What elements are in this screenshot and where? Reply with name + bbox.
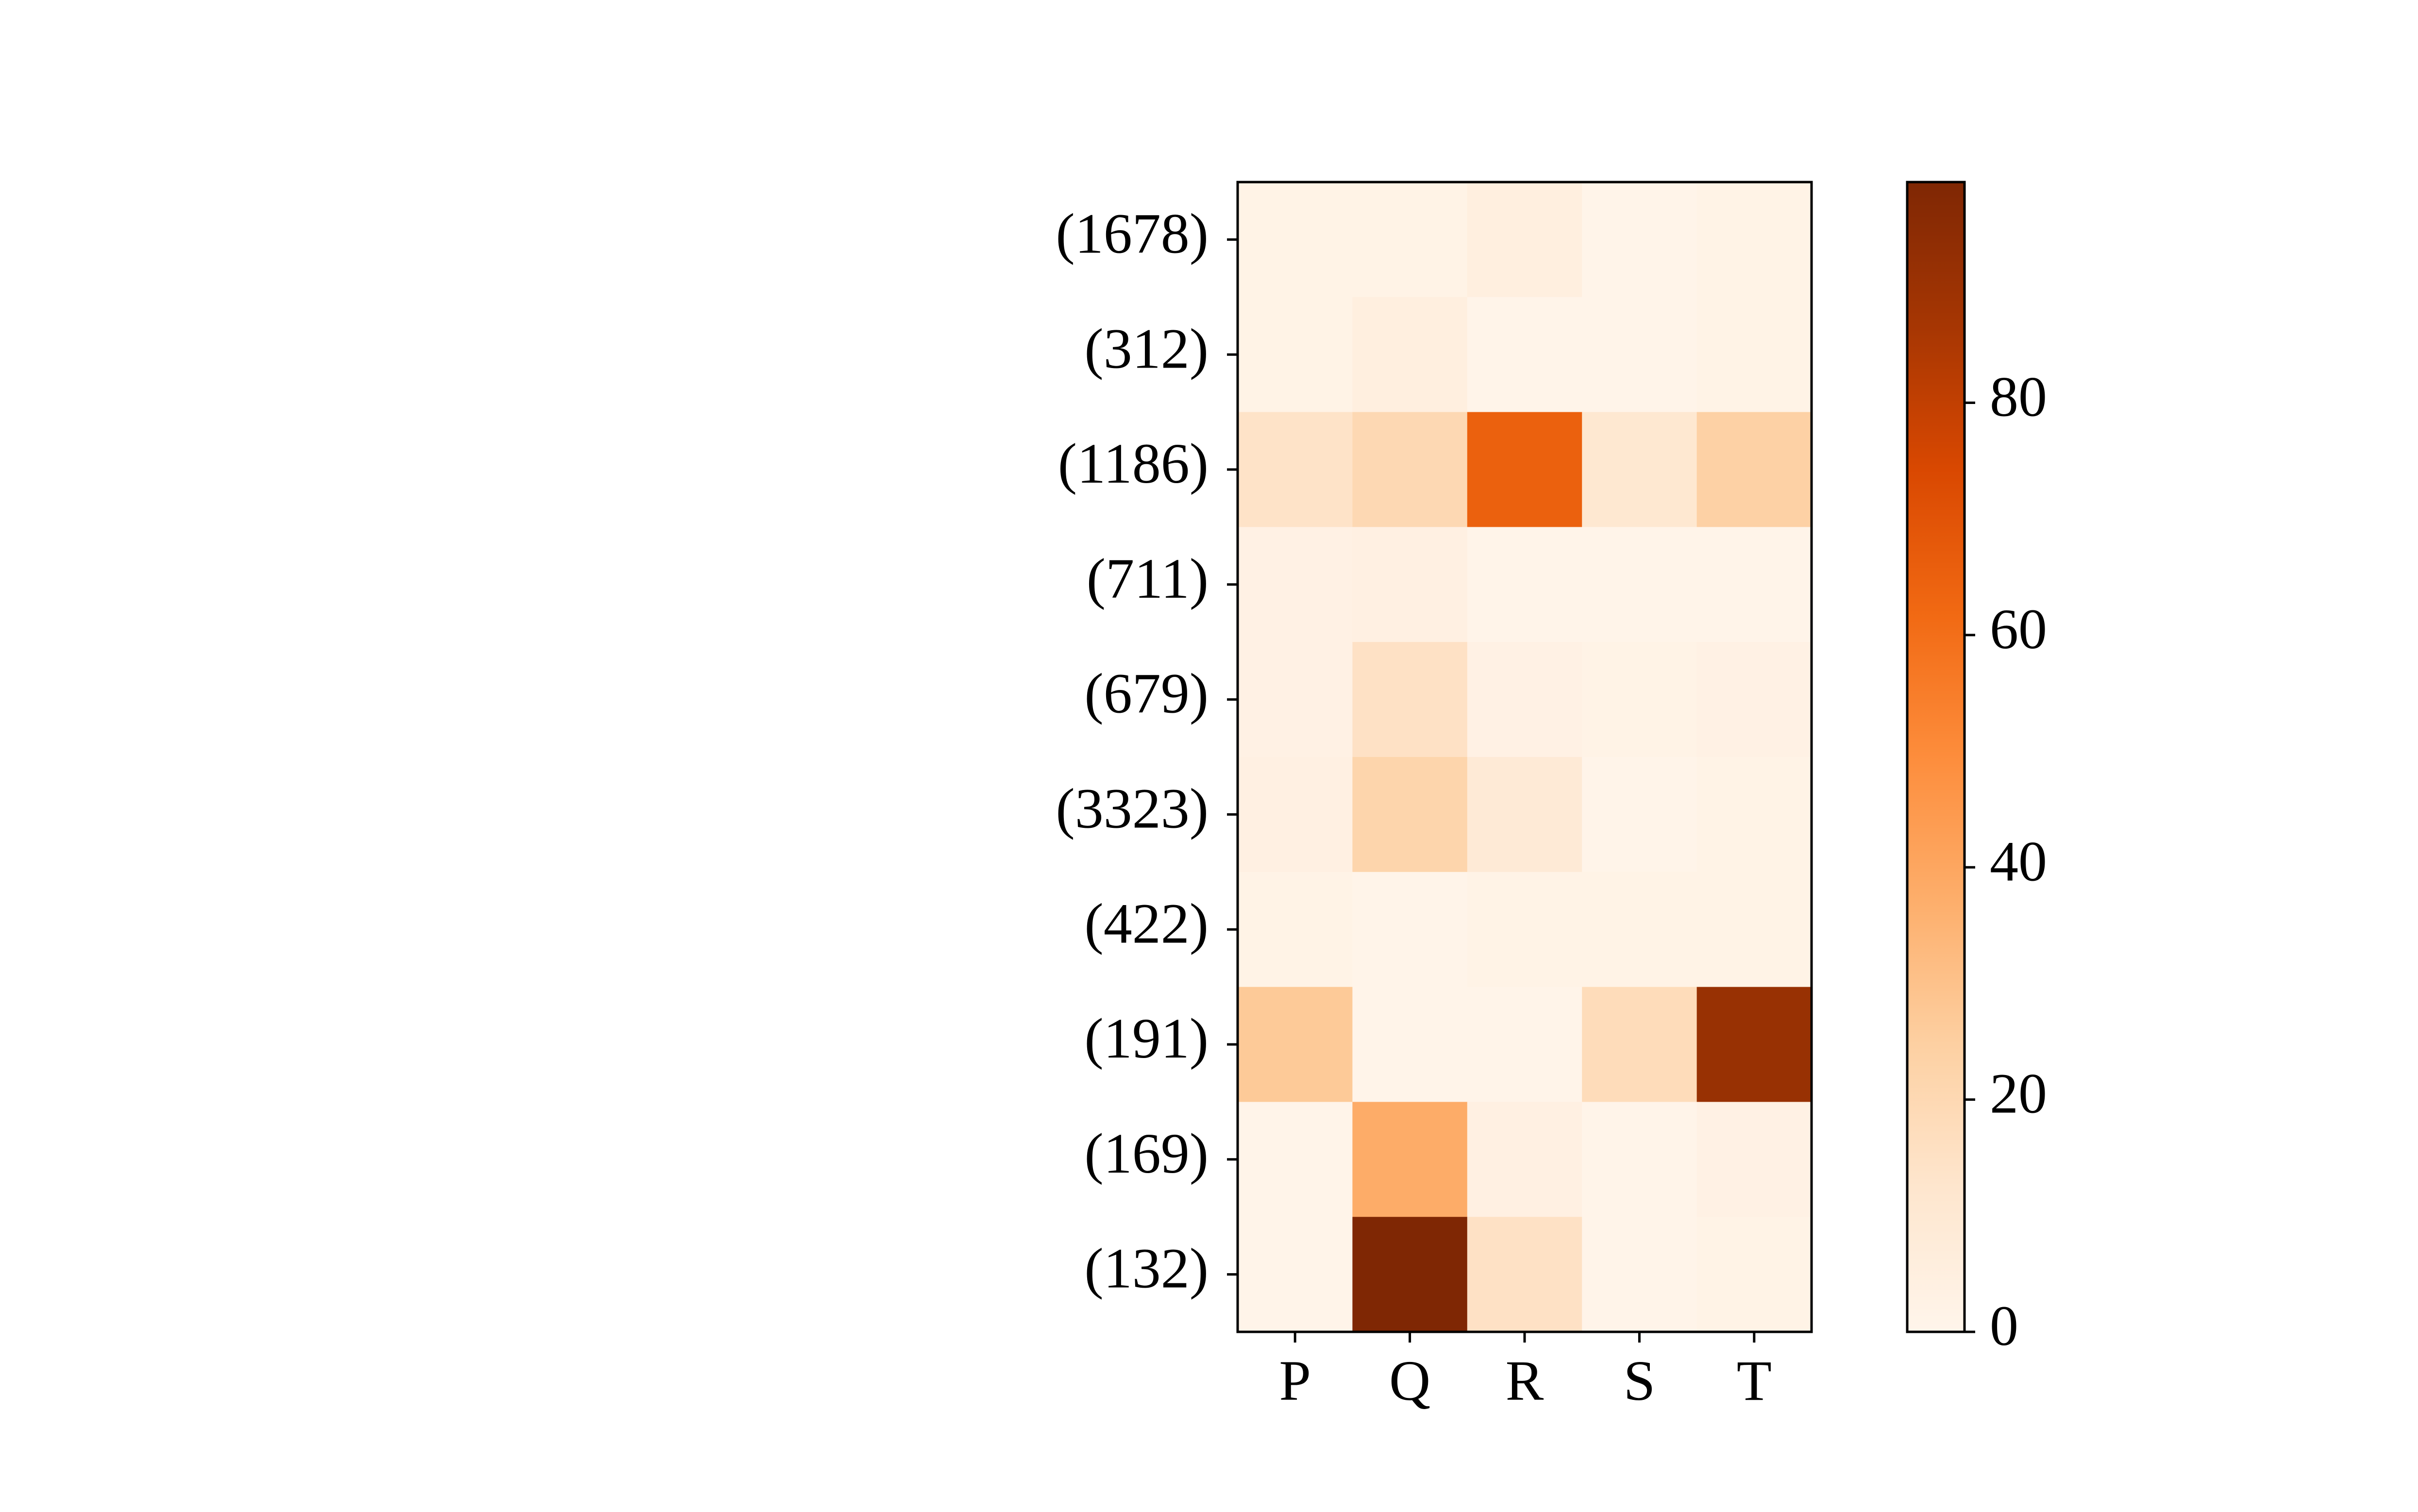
y-tick-label: (422) <box>1084 891 1209 955</box>
colorbar <box>1906 181 1966 1333</box>
heatmap-cell <box>1696 642 1812 757</box>
y-axis: (1678) (312) (1186) (711) (679) (3323) (422) (1… <box>1056 202 1238 1300</box>
heatmap-cell <box>1352 182 1468 298</box>
heatmap-cell <box>1467 182 1582 298</box>
heatmap-cell <box>1582 527 1697 642</box>
heatmap-cell <box>1352 757 1468 873</box>
y-tick-label: (169) <box>1084 1122 1209 1185</box>
heatmap-cell <box>1467 297 1582 413</box>
heatmap-cell <box>1238 1217 1353 1332</box>
heatmap-cell <box>1582 757 1697 873</box>
heatmap-cell <box>1582 872 1697 988</box>
colorbar-tick-label: 40 <box>1990 829 2047 893</box>
x-tick-label: Q <box>1389 1349 1430 1412</box>
heatmap-cell <box>1352 1217 1468 1332</box>
heatmap-cell <box>1696 182 1812 298</box>
x-tick-label: P <box>1279 1349 1311 1412</box>
y-tick-label: (1678) <box>1056 202 1209 265</box>
heatmap-cell <box>1238 182 1353 298</box>
heatmap-cell <box>1352 527 1468 642</box>
heatmap-cell <box>1696 412 1812 527</box>
y-tick-label: (1186) <box>1058 432 1209 495</box>
colorbar-ticks: 0 20 40 60 80 <box>1965 365 2047 1358</box>
heatmap-cell <box>1467 757 1582 873</box>
colorbar-tick-label: 60 <box>1990 597 2047 661</box>
x-axis: P Q R S T <box>1279 1332 1772 1412</box>
heatmap-cell <box>1238 872 1353 988</box>
heatmap-cell <box>1696 872 1812 988</box>
x-tick-label: R <box>1506 1349 1544 1412</box>
heatmap-cell <box>1582 182 1697 298</box>
heatmap-cell <box>1467 987 1582 1102</box>
heatmap-cell <box>1582 1217 1697 1332</box>
heatmap-cell <box>1238 987 1353 1102</box>
y-tick-label: (3323) <box>1056 776 1209 840</box>
y-tick-label: (191) <box>1084 1007 1209 1070</box>
heatmap-cell <box>1238 757 1353 873</box>
y-tick-label: (312) <box>1084 317 1209 380</box>
heatmap-cells <box>1238 182 1812 1332</box>
heatmap-cell <box>1238 642 1353 757</box>
heatmap-cell <box>1696 757 1812 873</box>
heatmap-cell <box>1582 987 1697 1102</box>
heatmap-cell <box>1696 527 1812 642</box>
heatmap-cell <box>1582 1102 1697 1217</box>
heatmap-cell <box>1467 872 1582 988</box>
heatmap-cell <box>1238 297 1353 413</box>
heatmap-cell <box>1238 527 1353 642</box>
colorbar-tick-label: 20 <box>1990 1062 2047 1126</box>
heatmap-cell <box>1467 412 1582 527</box>
heatmap-cell <box>1696 297 1812 413</box>
heatmap-cell <box>1352 872 1468 988</box>
heatmap-cell <box>1582 297 1697 413</box>
heatmap-cell <box>1352 987 1468 1102</box>
y-tick-label: (711) <box>1087 547 1209 610</box>
x-tick-label: T <box>1737 1349 1772 1412</box>
heatmap-cell <box>1582 642 1697 757</box>
heatmap-cell <box>1352 1102 1468 1217</box>
heatmap-cell <box>1467 642 1582 757</box>
heatmap-cell <box>1352 412 1468 527</box>
colorbar-tick-label: 80 <box>1990 365 2047 429</box>
heatmap-cell <box>1582 412 1697 527</box>
x-tick-label: S <box>1624 1349 1656 1412</box>
heatmap-cell <box>1352 642 1468 757</box>
heatmap-cell <box>1696 987 1812 1102</box>
heatmap-cell <box>1238 1102 1353 1217</box>
heatmap-cell <box>1696 1217 1812 1332</box>
heatmap-cell <box>1467 1102 1582 1217</box>
heatmap-cell <box>1238 412 1353 527</box>
heatmap-cell <box>1352 297 1468 413</box>
heatmap-cell <box>1467 1217 1582 1332</box>
y-tick-label: (132) <box>1084 1237 1209 1300</box>
colorbar-tick-label: 0 <box>1990 1294 2018 1358</box>
heatmap-cell <box>1467 527 1582 642</box>
heatmap-cell <box>1696 1102 1812 1217</box>
y-tick-label: (679) <box>1084 662 1209 725</box>
